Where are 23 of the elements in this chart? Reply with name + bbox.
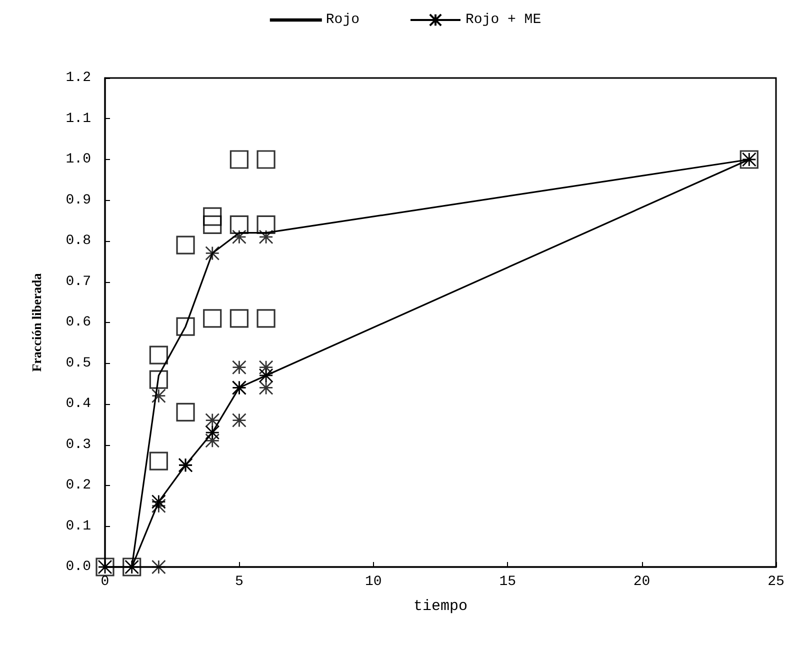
y-tick-label: 0.1	[66, 518, 91, 534]
y-tick-label: 0.7	[66, 274, 91, 290]
y-tick-label: 1.1	[66, 110, 91, 127]
x-tick-label: 10	[364, 574, 382, 590]
y-tick-label: 1.2	[66, 70, 91, 86]
y-tick-label: 0.3	[66, 436, 91, 453]
y-tick-label: 0.2	[66, 478, 91, 494]
x-tick-label: 5	[234, 574, 244, 590]
x-tick-label: 20	[633, 574, 650, 590]
y-tick-label: 0.6	[66, 314, 91, 330]
x-tick-label: 25	[768, 574, 784, 590]
y-tick-label: 0.5	[66, 355, 91, 372]
x-axis-title: tiempo	[413, 598, 468, 615]
legend-label: Rojo + ME	[465, 12, 542, 28]
y-tick-label: 0.0	[66, 559, 91, 575]
y-tick-label: 0.9	[66, 192, 91, 208]
y-tick-label: 1.0	[66, 152, 91, 168]
y-tick-label: 0.8	[66, 233, 91, 249]
x-tick-label: 0	[100, 574, 110, 590]
x-tick-label: 15	[499, 574, 516, 590]
legend-label: Rojo	[326, 12, 360, 28]
y-axis-title: Fracción liberada	[29, 272, 44, 372]
y-tick-label: 0.4	[66, 396, 91, 412]
